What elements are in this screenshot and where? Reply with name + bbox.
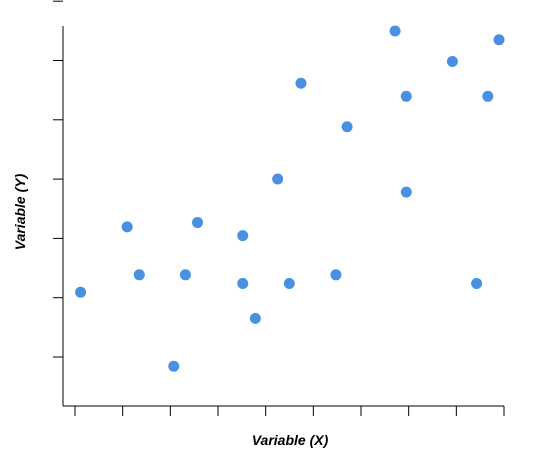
- scatter-point: [389, 25, 401, 37]
- scatter-point: [400, 186, 412, 198]
- scatter-point: [168, 360, 180, 372]
- scatter-point: [75, 286, 87, 298]
- y-axis-label: Variable (Y): [12, 173, 28, 250]
- scatter-point: [446, 55, 458, 67]
- x-axis-label: Variable (X): [252, 432, 329, 448]
- scatter-point: [482, 90, 494, 102]
- scatter-point: [249, 312, 261, 324]
- scatter-point: [272, 173, 284, 185]
- scatter-point: [237, 278, 249, 290]
- axis-ticks: [53, 0, 505, 416]
- scatter-point: [192, 217, 204, 229]
- scatter-point: [400, 90, 412, 102]
- scatter-point: [237, 230, 249, 242]
- scatter-point: [471, 278, 483, 290]
- scatter-point: [283, 278, 295, 290]
- scatter-point: [179, 269, 191, 281]
- scatter-point: [133, 269, 145, 281]
- scatter-point: [121, 221, 133, 233]
- scatter-point: [330, 269, 342, 281]
- scatter-point: [493, 34, 505, 46]
- scatter-point: [295, 77, 307, 89]
- scatter-point: [341, 121, 353, 133]
- data-points: [75, 25, 505, 372]
